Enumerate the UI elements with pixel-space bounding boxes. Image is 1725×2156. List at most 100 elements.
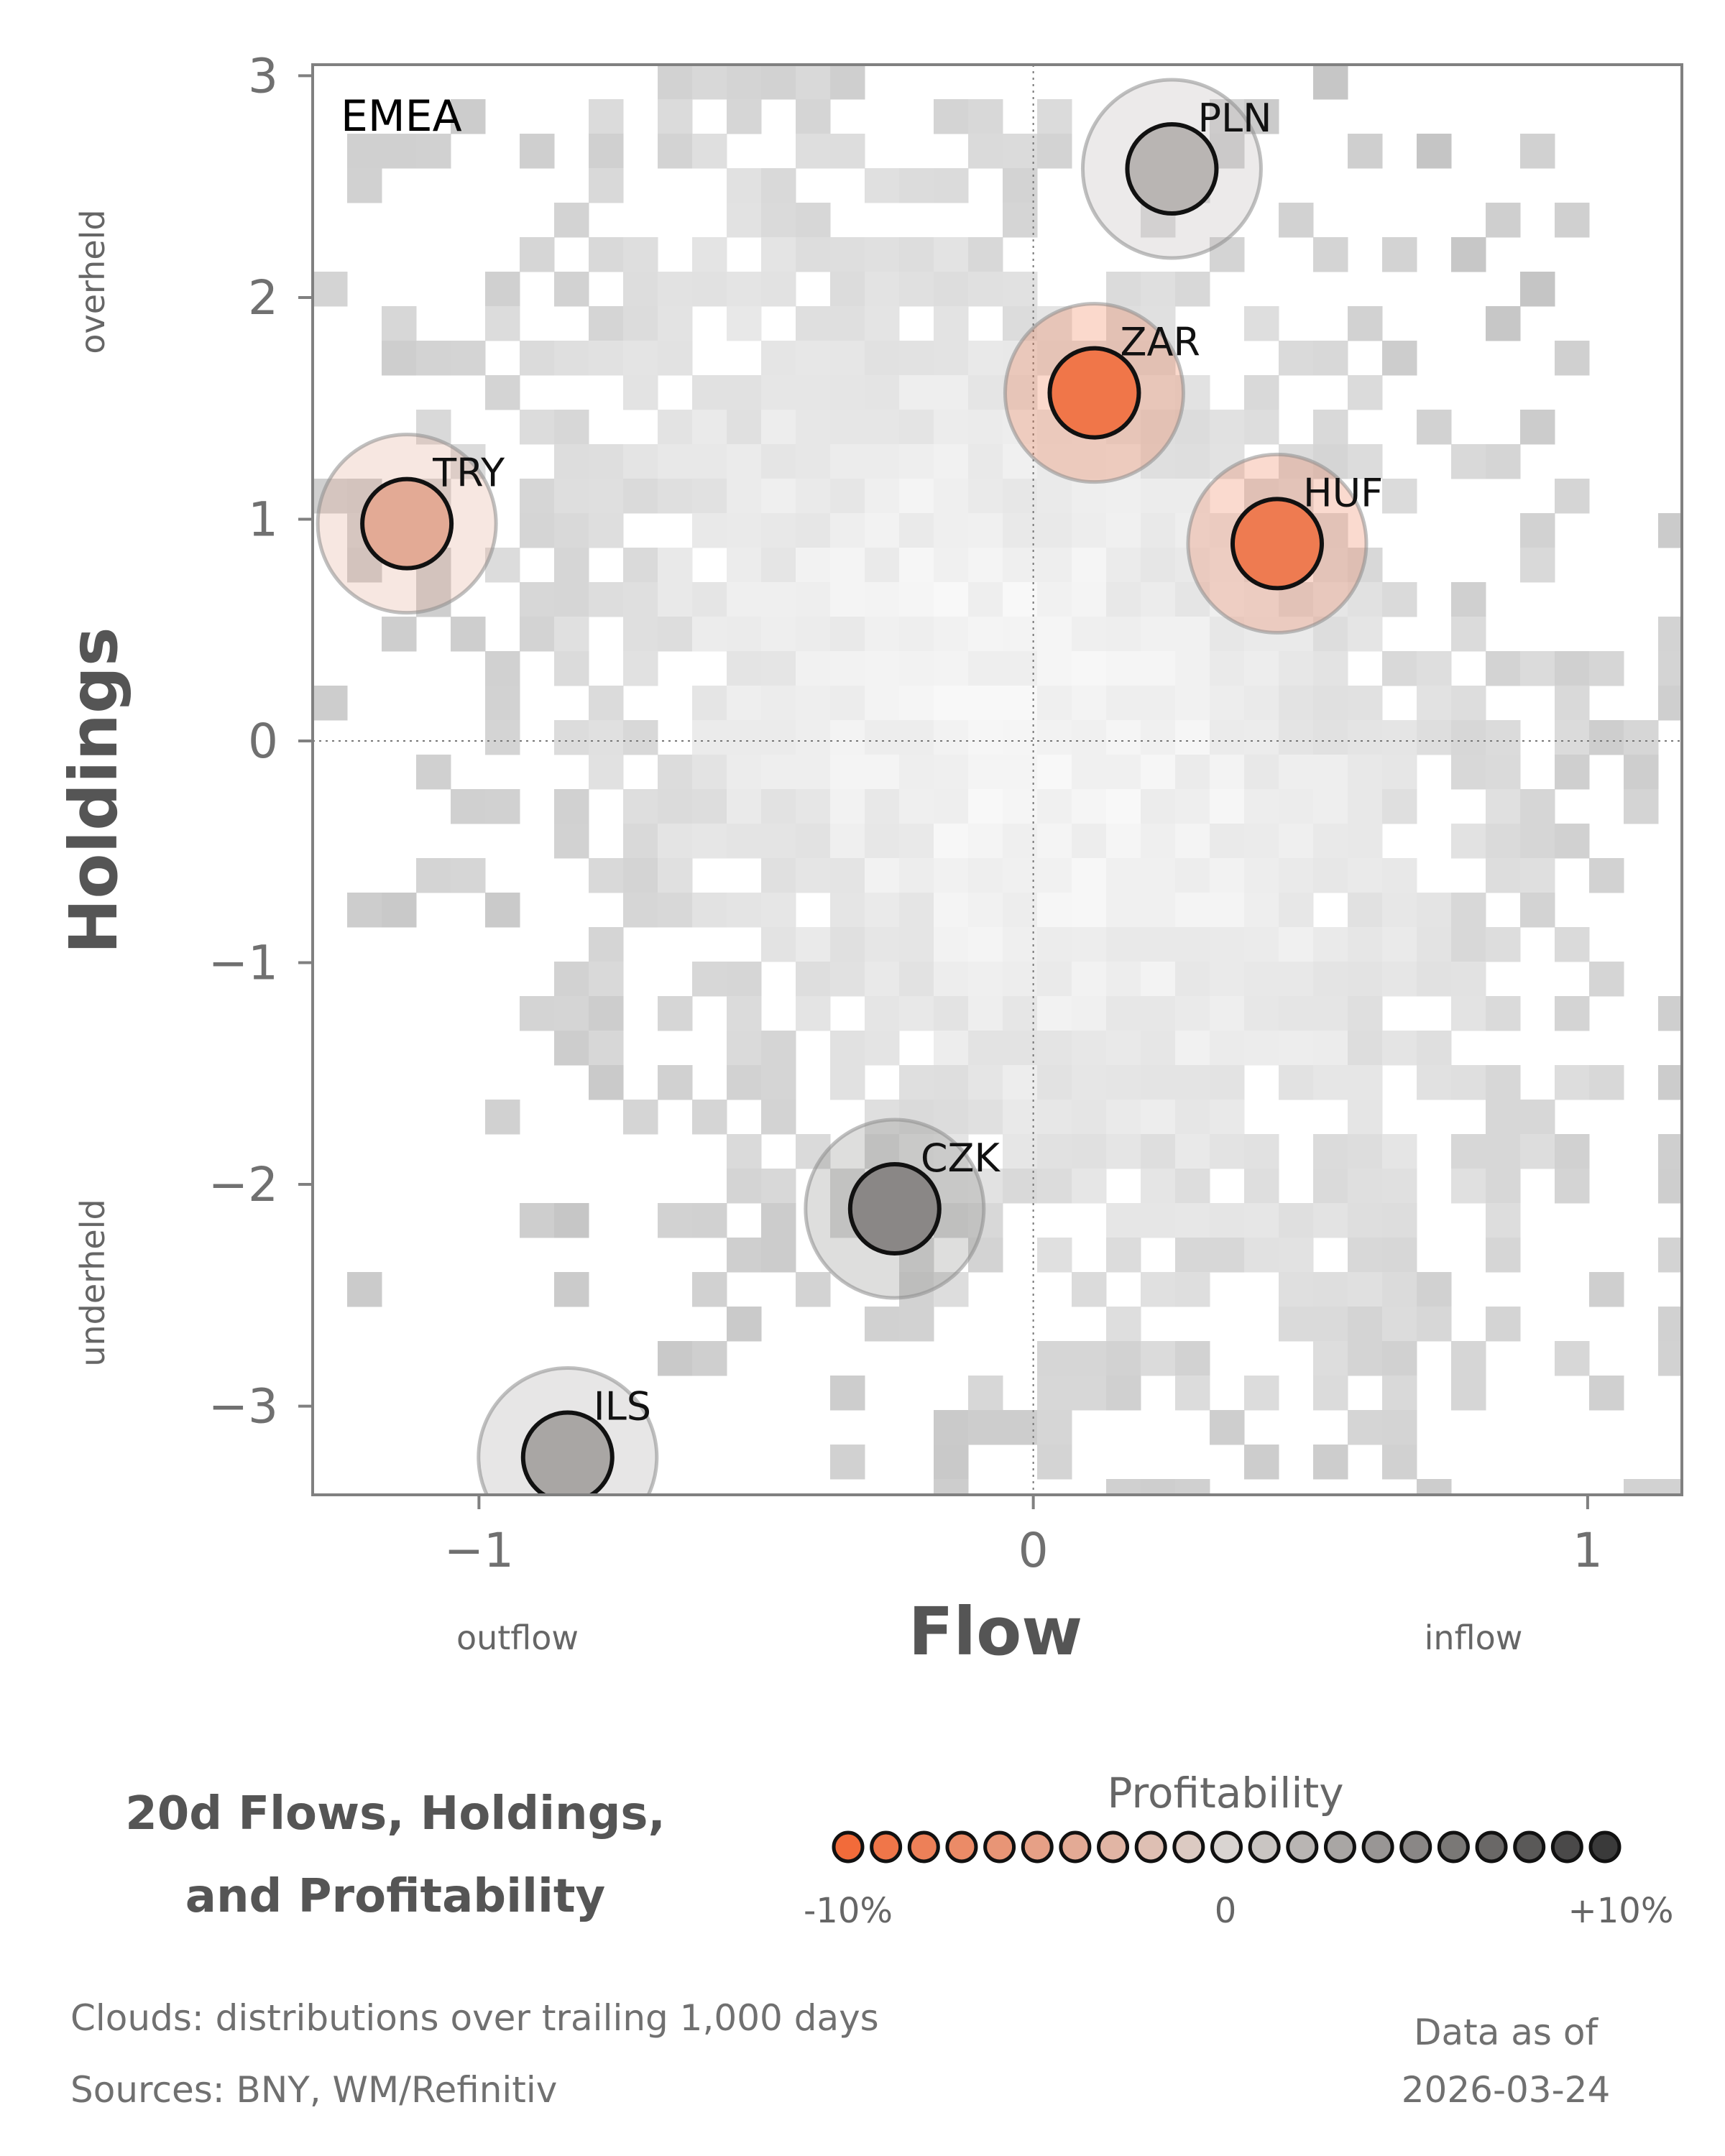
cloud-cell [1106,893,1141,928]
cloud-cell [1382,927,1417,962]
cloud-cell [1313,65,1348,100]
colorbar-swatch [983,1830,1016,1864]
cloud-cell [899,341,934,376]
cloud-cell [968,99,1003,134]
cloud-cell [1175,1272,1210,1307]
cloud-cell [1486,824,1521,859]
cloud-cell [1106,858,1141,893]
distribution-cloud [313,65,1682,1495]
cloud-cell [1141,306,1176,341]
colorbar-swatch [1210,1830,1243,1864]
cloud-cell [1072,789,1107,824]
cloud-cell [796,962,831,997]
point-marker [520,1410,615,1495]
cloud-cell [1003,824,1038,859]
cloud-cell [520,513,555,548]
cloud-cell [1141,375,1176,410]
colorbar [832,1830,1622,1864]
cloud-cell [1141,1169,1176,1204]
cloud-cell [623,858,658,893]
cloud-cell [1072,617,1107,652]
cloud-cell [1175,272,1210,307]
cloud-cell [1313,962,1348,997]
cloud-cell [1106,1479,1141,1495]
cloud-cell [1382,1341,1417,1376]
cloud-cell [1106,1134,1141,1169]
cloud-cell [1382,651,1417,686]
cloud-cell [1279,996,1314,1031]
point-pln[interactable]: PLN [1080,78,1271,260]
cloud-cell [899,893,934,928]
cloud-cell [899,617,934,652]
point-ils[interactable]: ILS [477,1366,659,1547]
cloud-cell [1555,824,1590,859]
cloud-cell [968,617,1003,652]
cloud-cell [1106,824,1141,859]
colorbar-swatch [907,1830,940,1864]
cloud-cell [761,341,796,376]
cloud-cell [692,582,727,617]
cloud-cell [968,686,1003,721]
cloud-cell [485,1100,520,1135]
cloud-cell [1106,479,1141,514]
cloud-cell [796,824,831,859]
cloud-cell [1037,651,1072,686]
cloud-cell [796,99,831,134]
cloud-cell [1244,1031,1279,1066]
cloud-cell [589,1065,624,1100]
cloud-cell [1451,1169,1486,1204]
cloud-cell [1141,755,1176,790]
point-try[interactable]: TRY [316,433,505,615]
cloud-cell [1072,651,1107,686]
cloud-cell [1382,582,1417,617]
cloud-cell [796,686,831,721]
cloud-cell [1382,1203,1417,1238]
cloud-cell [761,1100,796,1135]
cloud-cell [968,1238,1003,1273]
cloud-cell [1279,341,1314,376]
cloud-cell [485,720,520,755]
cloud-cell [1451,1134,1486,1169]
cloud-cell [1244,927,1279,962]
cloud-cell [1348,893,1383,928]
cloud-cell [1348,617,1383,652]
cloud-cell [830,893,865,928]
cloud-cell [934,1031,969,1066]
cloud-cell [796,237,831,272]
cloud-cell [865,927,900,962]
cloud-cell [899,1307,934,1342]
cloud-cell [1210,1134,1245,1169]
cloud-cell [1141,893,1176,928]
cloud-cell [1106,686,1141,721]
cloud-cell [1003,962,1038,997]
cloud-cell [589,927,624,962]
cloud-cell [899,479,934,514]
cloud-cell [1037,1134,1072,1169]
cloud-cell [1348,1203,1383,1238]
point-czk[interactable]: CZK [804,1118,1001,1300]
cloud-cell [1175,1031,1210,1066]
point-huf[interactable]: HUF [1186,452,1383,635]
cloud-cell [727,479,762,514]
cloud-cell [934,375,969,410]
cloud-cell [830,134,865,169]
cloud-cell [865,410,900,445]
cloud-cell [968,1065,1003,1100]
cloud-cell [1486,789,1521,824]
cloud-cell [761,789,796,824]
cloud-cell [830,1445,865,1480]
x-tick-label: 0 [1018,1523,1049,1578]
cloud-cell [761,410,796,445]
cloud-cell [761,375,796,410]
cloud-cell [1106,1341,1141,1376]
cloud-cell [1072,444,1107,479]
cloud-cell [899,444,934,479]
cloud-cell [761,1169,796,1204]
cloud-cell [1486,1100,1521,1135]
cloud-cell [554,203,589,238]
cloud-cell [1313,410,1348,445]
cloud-cell [658,755,693,790]
point-zar[interactable]: ZAR [1003,302,1200,484]
cloud-cell [830,306,865,341]
cloud-cell [1451,582,1486,617]
